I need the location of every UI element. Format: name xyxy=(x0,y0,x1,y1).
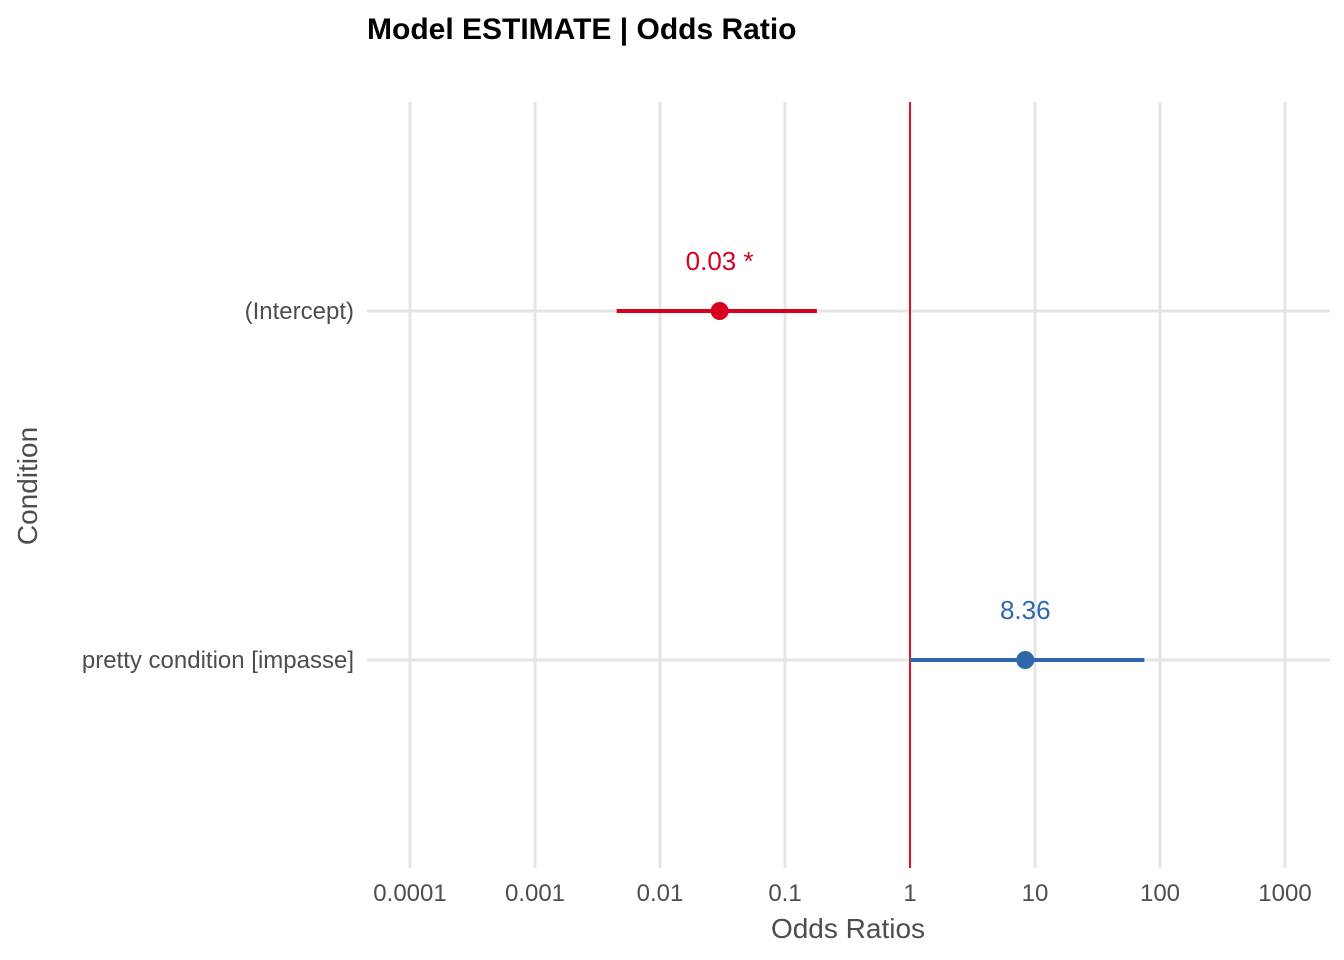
data-marks: 0.03 * 8.36 xyxy=(616,246,1145,669)
x-tick-label: 0.01 xyxy=(637,880,684,907)
estimate-label: 0.03 * xyxy=(686,246,754,276)
y-axis-ticks: (Intercept) pretty condition [impasse] xyxy=(82,298,354,674)
x-axis-title: Odds Ratios xyxy=(771,913,925,944)
x-tick-label: 1 xyxy=(903,880,916,907)
estimate-label: 8.36 xyxy=(1000,595,1051,625)
x-tick-label: 0.001 xyxy=(505,880,565,907)
x-tick-label: 0.0001 xyxy=(373,880,446,907)
y-axis-title: Condition xyxy=(12,427,43,545)
x-tick-label: 10 xyxy=(1022,880,1049,907)
x-axis-ticks: 0.0001 0.001 0.01 0.1 1 10 100 1000 xyxy=(373,880,1311,907)
x-tick-label: 1000 xyxy=(1258,880,1311,907)
estimate-point xyxy=(710,302,729,320)
gridlines xyxy=(367,102,1330,868)
y-tick-label: (Intercept) xyxy=(245,298,354,325)
x-tick-label: 100 xyxy=(1140,880,1180,907)
chart-title: Model ESTIMATE | Odds Ratio xyxy=(367,13,797,46)
estimate-point xyxy=(1016,651,1035,669)
y-tick-label: pretty condition [impasse] xyxy=(82,647,354,674)
x-tick-label: 0.1 xyxy=(768,880,801,907)
